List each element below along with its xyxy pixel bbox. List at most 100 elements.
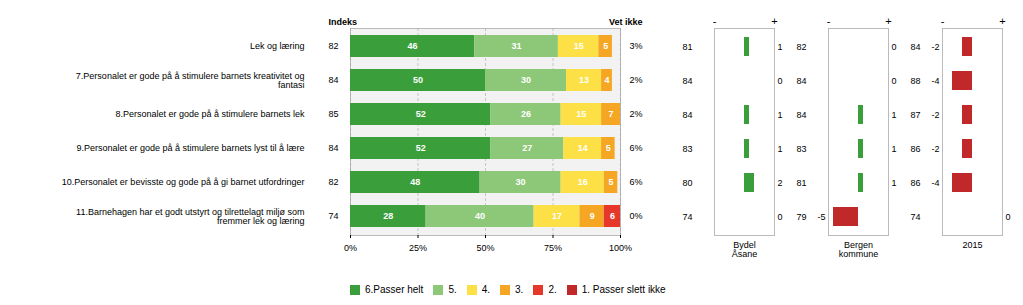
svg-text:1: 1 <box>891 178 896 188</box>
html-text:1. Passer slett ikke: 1. Passer slett ikke <box>581 284 666 295</box>
svg-text:2: 2 <box>777 178 782 188</box>
svg-text:46: 46 <box>408 41 418 51</box>
svg-text:Lek og læring: Lek og læring <box>250 41 305 51</box>
svg-text:6%: 6% <box>629 177 642 187</box>
svg-text:86: 86 <box>910 144 920 154</box>
svg-text:30: 30 <box>521 75 531 85</box>
svg-text:80: 80 <box>682 178 692 188</box>
svg-text:11.Barnehagen har et godt utst: 11.Barnehagen har et godt utstyrt og til… <box>76 207 304 226</box>
svg-text:1: 1 <box>777 42 782 52</box>
svg-text:14: 14 <box>578 143 588 153</box>
svg-text:1: 1 <box>891 144 896 154</box>
svg-text:0: 0 <box>777 76 782 86</box>
svg-text:83: 83 <box>682 144 692 154</box>
svg-text:48: 48 <box>410 177 420 187</box>
svg-text:40: 40 <box>475 211 485 221</box>
svg-text:7: 7 <box>609 109 614 119</box>
svg-text:5: 5 <box>603 41 608 51</box>
svg-text:+: + <box>999 15 1005 27</box>
svg-text:74: 74 <box>329 211 339 221</box>
svg-text:5: 5 <box>606 143 611 153</box>
svg-text:15: 15 <box>576 109 586 119</box>
svg-text:+: + <box>885 15 891 27</box>
svg-text:82: 82 <box>329 41 339 51</box>
svg-text:28: 28 <box>383 211 393 221</box>
svg-text:85: 85 <box>329 109 339 119</box>
svg-text:81: 81 <box>796 178 806 188</box>
svg-text:30: 30 <box>516 177 526 187</box>
svg-text:-2: -2 <box>931 42 939 52</box>
html-text:3.: 3. <box>515 284 524 295</box>
svg-text:0%: 0% <box>344 243 357 253</box>
svg-text:50%: 50% <box>476 243 494 253</box>
svg-text:52: 52 <box>416 143 426 153</box>
svg-text:1: 1 <box>777 110 782 120</box>
svg-text:83: 83 <box>796 144 806 154</box>
svg-text:1: 1 <box>777 144 782 154</box>
svg-text:27: 27 <box>522 143 532 153</box>
svg-text:75%: 75% <box>544 243 562 253</box>
svg-text:16: 16 <box>578 177 588 187</box>
svg-text:-4: -4 <box>931 76 939 86</box>
svg-text:5: 5 <box>609 177 614 187</box>
svg-text:4: 4 <box>604 75 609 85</box>
svg-text:3%: 3% <box>629 41 642 51</box>
svg-text:2%: 2% <box>629 75 642 85</box>
svg-text:-: - <box>940 15 944 27</box>
svg-text:0%: 0% <box>629 211 642 221</box>
svg-text:25%: 25% <box>409 243 427 253</box>
svg-text:84: 84 <box>682 76 692 86</box>
svg-text:6: 6 <box>610 211 615 221</box>
svg-text:86: 86 <box>910 178 920 188</box>
svg-text:8.Personalet er gode på å stim: 8.Personalet er gode på å stimulere barn… <box>115 109 305 119</box>
svg-text:84: 84 <box>329 143 339 153</box>
svg-text:-: - <box>826 15 830 27</box>
svg-text:88: 88 <box>910 76 920 86</box>
svg-text:84: 84 <box>329 75 339 85</box>
svg-text:10.Personalet er bevisste og g: 10.Personalet er bevisste og gode på å g… <box>62 177 305 187</box>
svg-text:13: 13 <box>579 75 589 85</box>
svg-text:2015: 2015 <box>962 240 982 250</box>
svg-text:9: 9 <box>590 211 595 221</box>
svg-text:84: 84 <box>910 42 920 52</box>
svg-text:Bergenkommune: Bergenkommune <box>838 240 878 259</box>
svg-text:0: 0 <box>777 212 782 222</box>
svg-text:84: 84 <box>796 76 806 86</box>
svg-text:6%: 6% <box>629 143 642 153</box>
svg-text:7.Personalet er gode på å stim: 7.Personalet er gode på å stimulere barn… <box>76 71 305 90</box>
svg-text:0: 0 <box>1005 212 1010 222</box>
html-text:5.: 5. <box>448 284 457 295</box>
svg-text:Vet ikke: Vet ikke <box>609 17 643 27</box>
svg-text:79: 79 <box>796 212 806 222</box>
html-text:4.: 4. <box>481 284 491 295</box>
svg-text:0: 0 <box>891 76 896 86</box>
svg-text:26: 26 <box>521 109 531 119</box>
svg-text:15: 15 <box>574 41 584 51</box>
svg-text:-4: -4 <box>931 178 939 188</box>
svg-text:+: + <box>771 15 777 27</box>
svg-text:-: - <box>712 15 716 27</box>
svg-text:84: 84 <box>682 110 692 120</box>
svg-text:Indeks: Indeks <box>329 17 358 27</box>
svg-text:84: 84 <box>796 110 806 120</box>
svg-text:82: 82 <box>329 177 339 187</box>
svg-text:-5: -5 <box>817 212 825 222</box>
svg-text:9.Personalet er gode på å stim: 9.Personalet er gode på å stimulere barn… <box>76 143 304 153</box>
svg-text:87: 87 <box>910 110 920 120</box>
svg-text:81: 81 <box>682 42 692 52</box>
svg-text:-2: -2 <box>931 110 939 120</box>
svg-text:0: 0 <box>891 42 896 52</box>
svg-text:17: 17 <box>552 211 562 221</box>
svg-text:BydelÅsane: BydelÅsane <box>731 240 757 259</box>
svg-text:-2: -2 <box>931 144 939 154</box>
svg-text:2%: 2% <box>629 109 642 119</box>
svg-text:50: 50 <box>413 75 423 85</box>
svg-text:74: 74 <box>682 212 692 222</box>
svg-text:1: 1 <box>891 110 896 120</box>
svg-text:52: 52 <box>416 109 426 119</box>
html-text:6.Passer helt: 6.Passer helt <box>365 284 424 295</box>
svg-text:100%: 100% <box>609 243 632 253</box>
svg-text:82: 82 <box>796 42 806 52</box>
svg-text:74: 74 <box>910 212 920 222</box>
svg-text:31: 31 <box>512 41 522 51</box>
